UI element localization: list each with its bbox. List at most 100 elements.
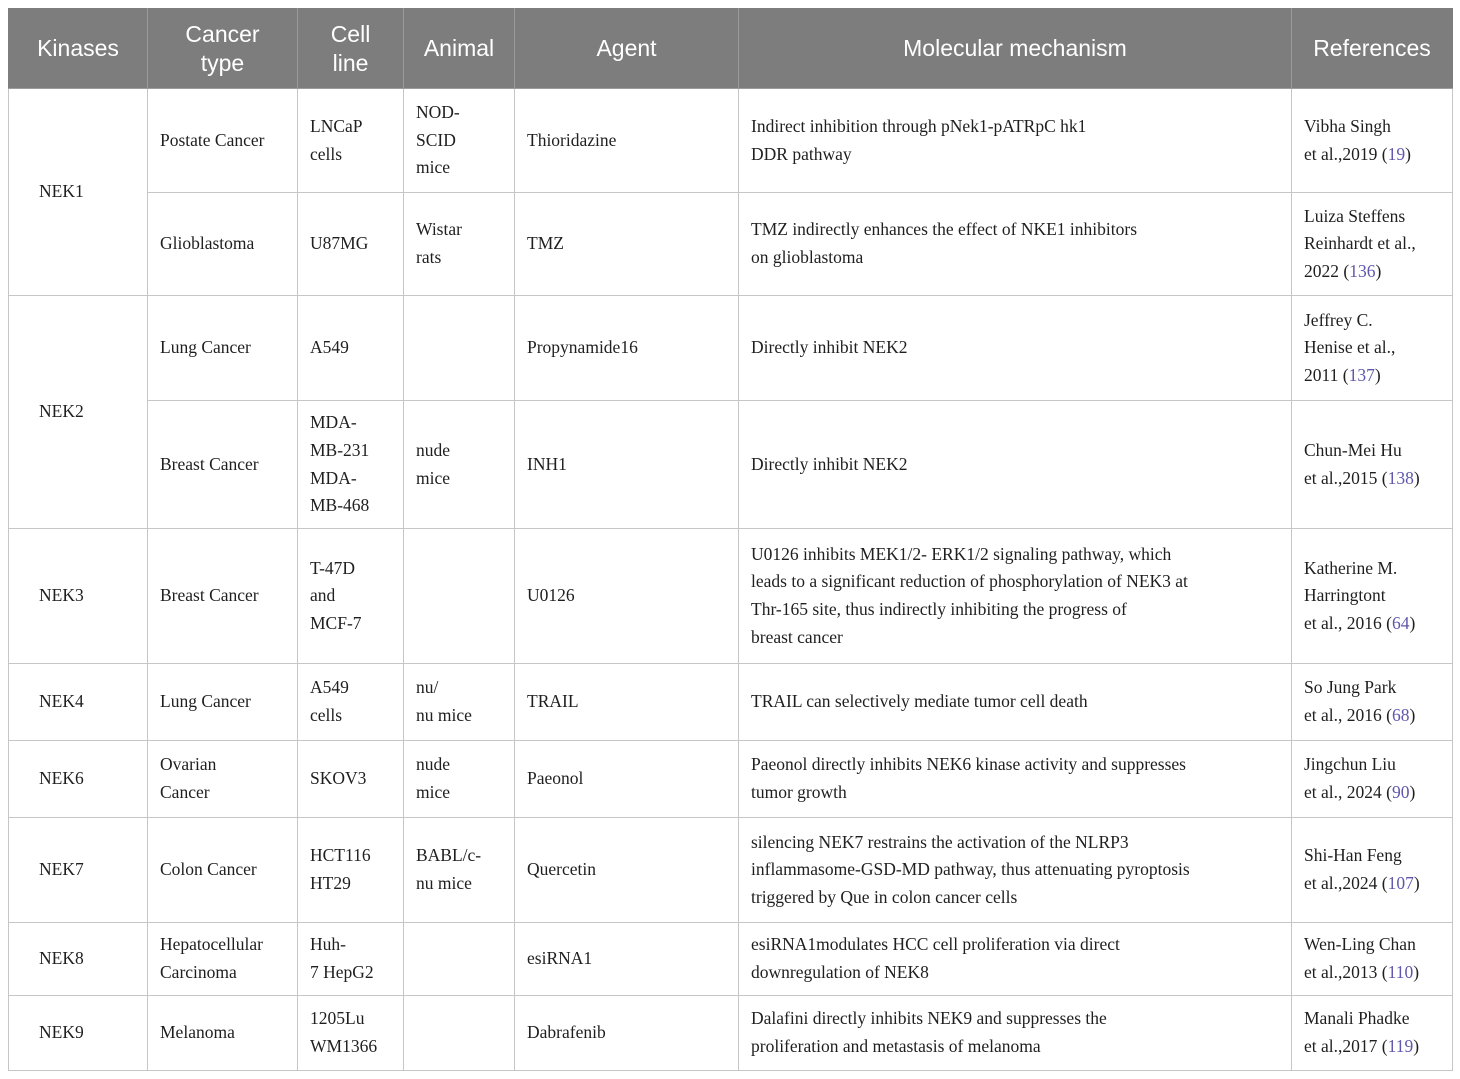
reference-citation-link[interactable]: 136 [1343,261,1381,281]
agent-cell: U0126 [514,528,739,664]
col-header-animal: Animal [403,8,515,89]
mechanism-cell: silencing NEK7 restrains the activation … [738,817,1292,923]
kinase-cell: NEK8 [8,922,148,996]
reference-authors: Jeffrey C. Henise et al., 2011 [1304,309,1396,385]
animal-cell: BABL/c- nu mice [403,817,515,923]
reference-authors: Katherine M. Harringtont et al., 2016 [1304,557,1398,633]
kinase-cell: NEK9 [8,995,148,1071]
reference-citation-link[interactable]: 68 [1386,705,1415,725]
col-header-agent: Agent [514,8,739,89]
reference-cell: Vibha Singh et al.,2019 19 [1291,88,1453,193]
agent-cell: esiRNA1 [514,922,739,996]
kinase-cell: NEK1 [8,88,148,296]
cancer-type-cell: Colon Cancer [147,817,298,923]
cell-line-cell: HCT116 HT29 [297,817,404,923]
reference-cell: Jeffrey C. Henise et al., 2011 137 [1291,295,1453,401]
mechanism-cell: esiRNA1modulates HCC cell proliferation … [738,922,1292,996]
reference-authors: Chun-Mei Hu et al.,2015 [1304,439,1402,488]
reference-citation-link[interactable]: 90 [1386,782,1415,802]
reference-authors: Jingchun Liu et al., 2024 [1304,754,1396,802]
agent-cell: TMZ [514,192,739,296]
kinase-cell: NEK2 [8,295,148,529]
header-row: Kinases Cancer type Cell line Animal Age… [8,8,1453,89]
reference-citation-link[interactable]: 64 [1386,613,1415,633]
animal-cell: nu/ nu mice [403,663,515,741]
cell-line-cell: T-47D and MCF-7 [297,528,404,664]
col-header-kinases: Kinases [8,8,148,89]
kinase-cell: NEK6 [8,740,148,818]
agent-cell: INH1 [514,400,739,529]
reference-cell: So Jung Park et al., 2016 68 [1291,663,1453,741]
reference-citation-link[interactable]: 119 [1382,1036,1419,1056]
cell-line-cell: MDA- MB-231 MDA- MB-468 [297,400,404,529]
mechanism-cell: U0126 inhibits MEK1/2- ERK1/2 signaling … [738,528,1292,664]
col-header-cell-line: Cell line [297,8,404,89]
mechanism-cell: Paeonol directly inhibits NEK6 kinase ac… [738,740,1292,818]
agent-cell: Propynamide16 [514,295,739,401]
agent-cell: TRAIL [514,663,739,741]
animal-cell [403,295,515,401]
reference-citation-link[interactable]: 137 [1343,365,1381,385]
col-header-molecular-mechanism: Molecular mechanism [738,8,1292,89]
cancer-type-cell: Glioblastoma [147,192,298,296]
kinase-cell: NEK4 [8,663,148,741]
table-row-nek8: NEK8 Hepatocellular Carcinoma Huh- 7 Hep… [8,922,1453,996]
mechanism-cell: TMZ indirectly enhances the effect of NK… [738,192,1292,296]
cancer-type-cell: Melanoma [147,995,298,1071]
reference-authors: Wen-Ling Chan et al.,2013 [1304,934,1416,982]
reference-citation-link[interactable]: 138 [1382,468,1420,488]
agent-cell: Quercetin [514,817,739,923]
cell-line-cell: A549 cells [297,663,404,741]
kinase-inhibitors-table: Kinases Cancer type Cell line Animal Age… [8,8,1453,1071]
mechanism-cell: Dalafini directly inhibits NEK9 and supp… [738,995,1292,1071]
cancer-type-cell: Lung Cancer [147,295,298,401]
animal-cell: nude mice [403,740,515,818]
animal-cell: NOD- SCID mice [403,88,515,193]
cancer-type-cell: Ovarian Cancer [147,740,298,818]
table-row-nek7: NEK7 Colon Cancer HCT116 HT29 BABL/c- nu… [8,817,1453,923]
reference-authors: Luiza Steffens Reinhardt et al., 2022 [1304,205,1416,281]
agent-cell: Paeonol [514,740,739,818]
reference-authors: Vibha Singh et al.,2019 [1304,115,1391,164]
reference-cell: Jingchun Liu et al., 2024 90 [1291,740,1453,818]
reference-cell: Luiza Steffens Reinhardt et al., 2022 13… [1291,192,1453,296]
table-row-nek4: NEK4 Lung Cancer A549 cells nu/ nu mice … [8,663,1453,741]
cancer-type-cell: Postate Cancer [147,88,298,193]
cell-line-cell: Huh- 7 HepG2 [297,922,404,996]
col-header-cancer-type: Cancer type [147,8,298,89]
reference-citation-link[interactable]: 19 [1382,144,1411,164]
reference-authors: So Jung Park et al., 2016 [1304,677,1397,725]
cell-line-cell: SKOV3 [297,740,404,818]
kinase-cell: NEK7 [8,817,148,923]
table-header: Kinases Cancer type Cell line Animal Age… [8,8,1453,89]
reference-citation-link[interactable]: 110 [1382,962,1419,982]
reference-authors: Shi-Han Feng et al.,2024 [1304,845,1402,893]
agent-cell: Thioridazine [514,88,739,193]
reference-cell: Katherine M. Harringtont et al., 2016 64 [1291,528,1453,664]
col-header-references: References [1291,8,1453,89]
reference-citation-link[interactable]: 107 [1382,873,1420,893]
agent-cell: Dabrafenib [514,995,739,1071]
table-row-nek1-prostate: NEK1 Postate Cancer LNCaP cells NOD- SCI… [8,88,1453,296]
mechanism-cell: Directly inhibit NEK2 [738,400,1292,529]
cancer-type-cell: Breast Cancer [147,400,298,529]
cancer-type-cell: Hepatocellular Carcinoma [147,922,298,996]
mechanism-cell: TRAIL can selectively mediate tumor cell… [738,663,1292,741]
reference-cell: Shi-Han Feng et al.,2024 107 [1291,817,1453,923]
animal-cell [403,922,515,996]
animal-cell: nude mice [403,400,515,529]
animal-cell [403,995,515,1071]
cancer-type-cell: Lung Cancer [147,663,298,741]
table-row-nek9: NEK9 Melanoma 1205Lu WM1366 Dabrafenib D… [8,995,1453,1071]
cancer-type-cell: Breast Cancer [147,528,298,664]
reference-authors: Manali Phadke et al.,2017 [1304,1008,1410,1056]
cell-line-cell: LNCaP cells [297,88,404,193]
table-row-nek3: NEK3 Breast Cancer T-47D and MCF-7 U0126… [8,528,1453,664]
mechanism-cell: Indirect inhibition through pNek1-pATRpC… [738,88,1292,193]
table-row-nek2-breast: Breast Cancer MDA- MB-231 MDA- MB-468 nu… [9,400,1453,529]
mechanism-cell: Directly inhibit NEK2 [738,295,1292,401]
kinase-cell: NEK3 [8,528,148,664]
reference-cell: Wen-Ling Chan et al.,2013 110 [1291,922,1453,996]
animal-cell [403,528,515,664]
